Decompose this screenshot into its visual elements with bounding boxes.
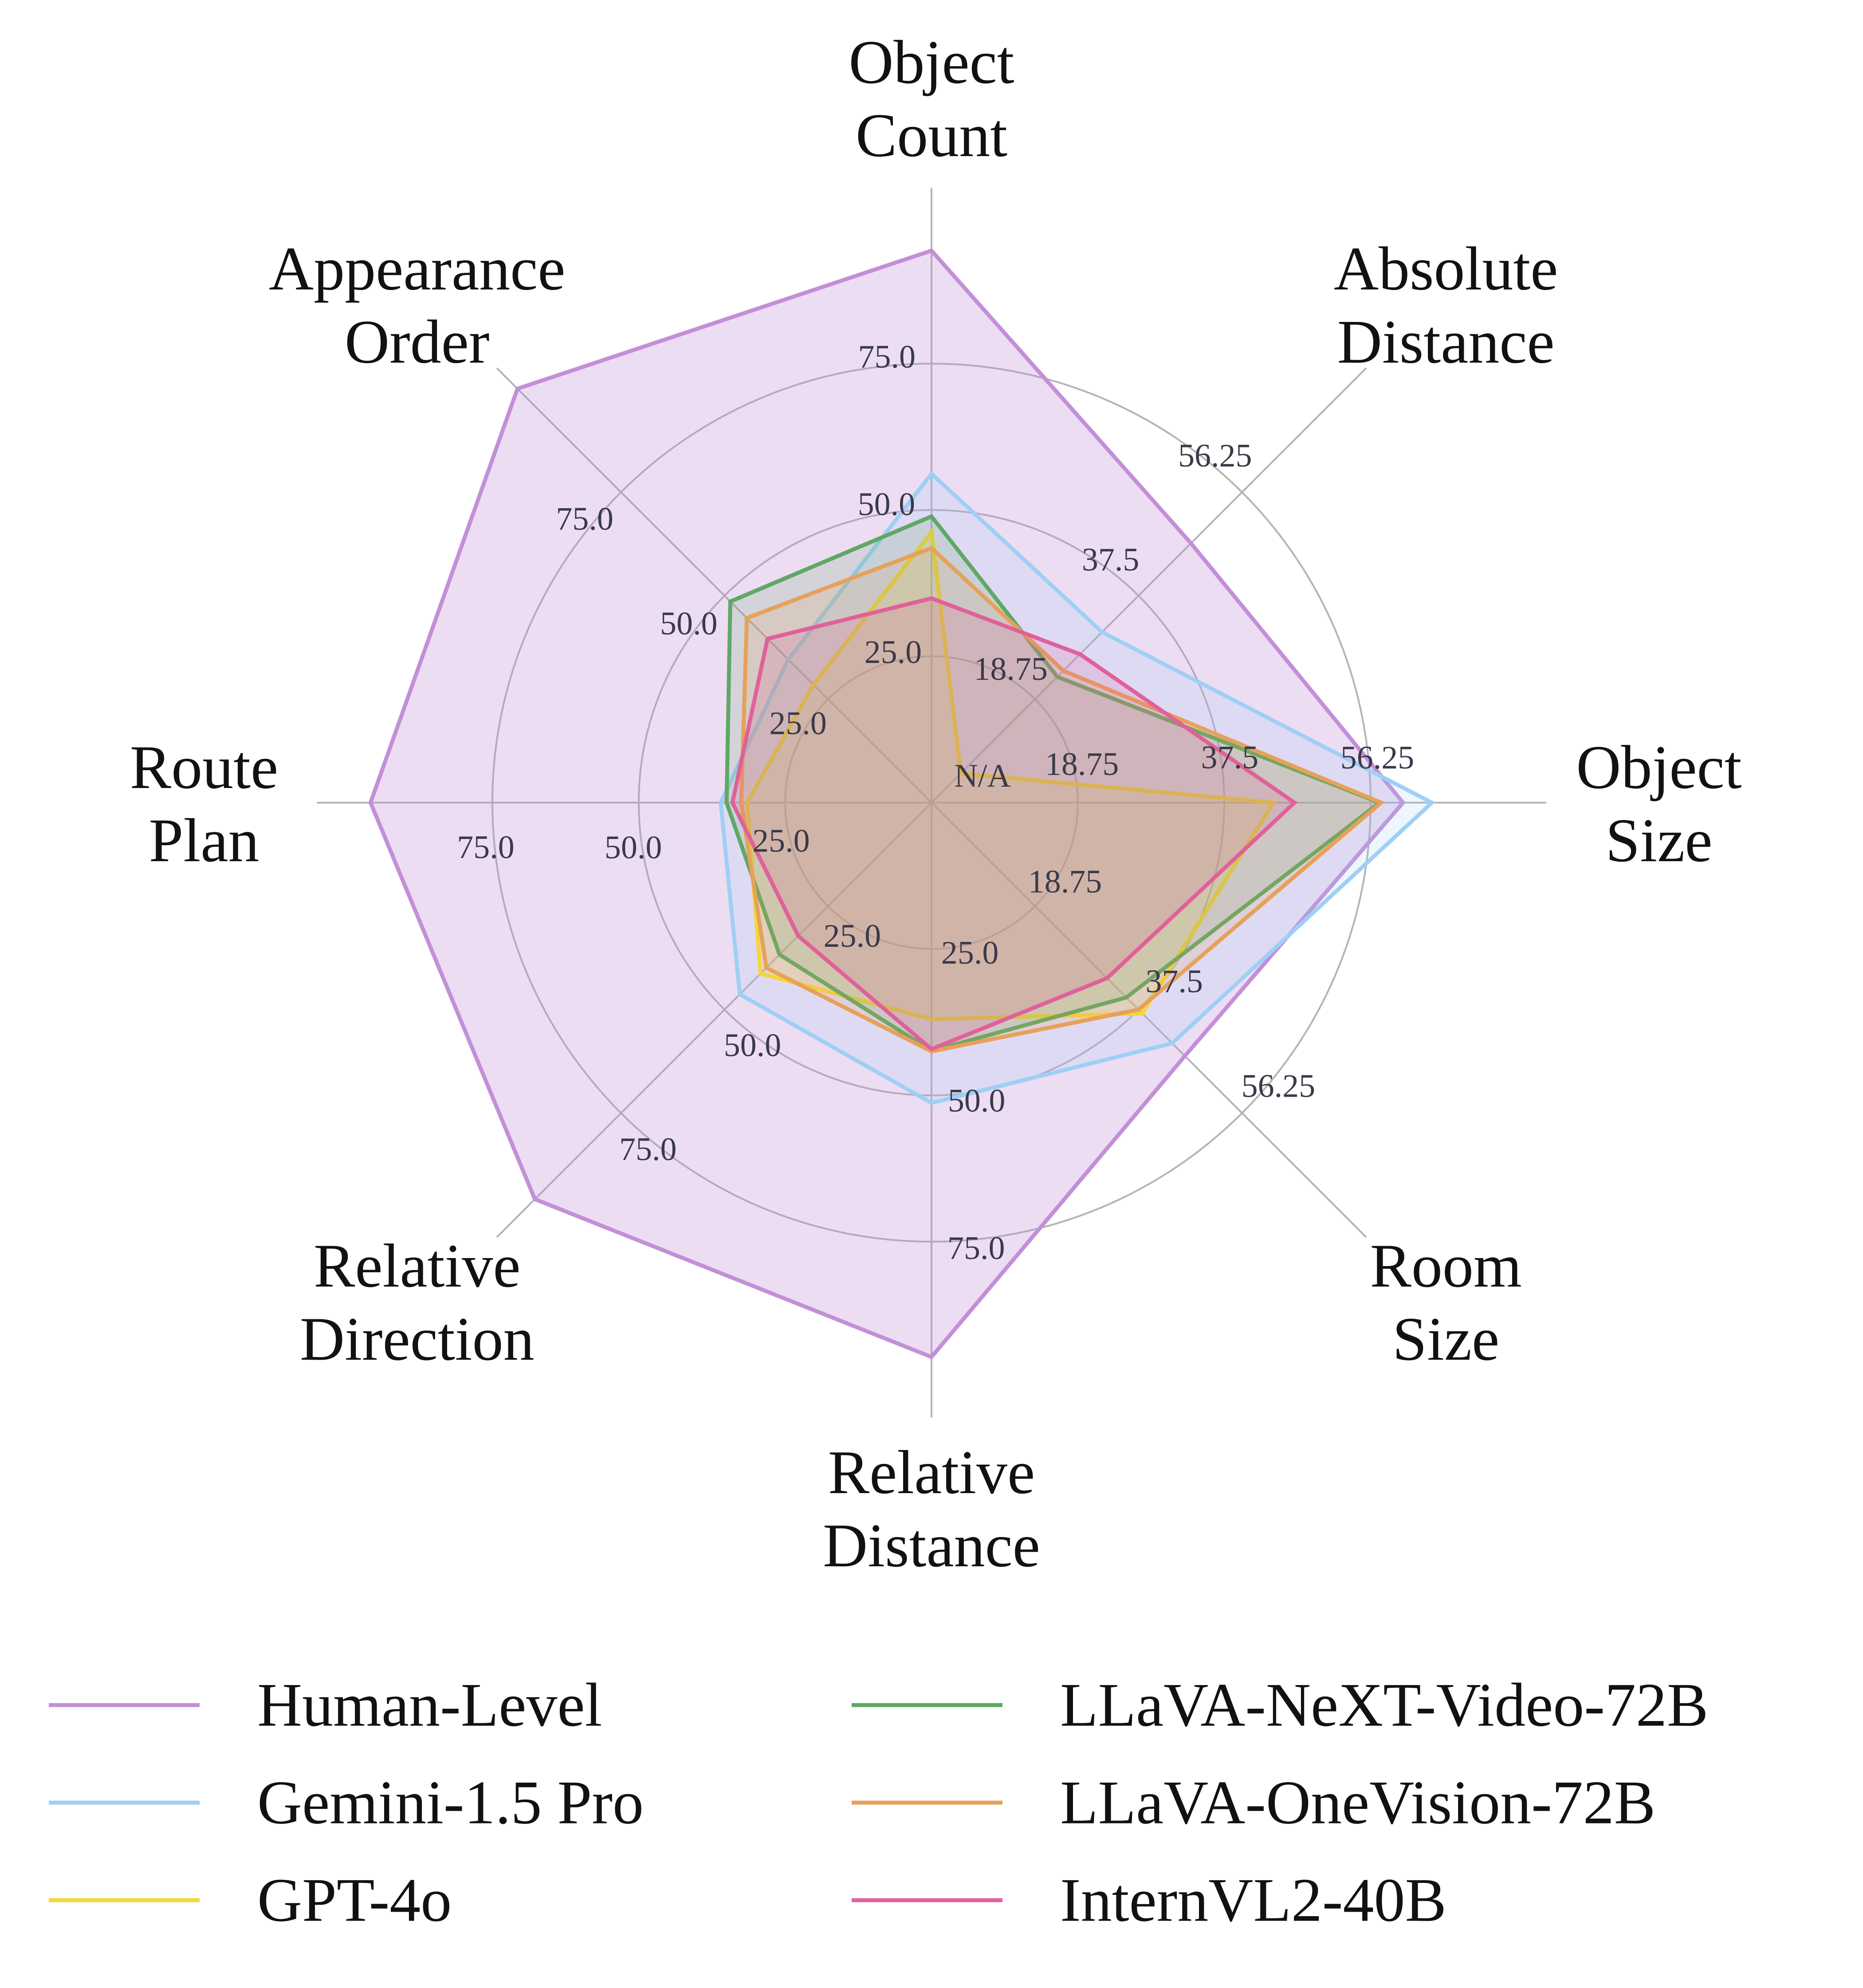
axis-label-line: Direction [300, 1305, 535, 1373]
series-human-level [368, 248, 1406, 1360]
tick-label-route-plan-2: 50.0 [605, 830, 662, 866]
tick-label-object-count-2: 50.0 [858, 486, 916, 523]
axis-label-route-plan: Route Plan [130, 733, 278, 875]
axis-label-object-count: Object Count [849, 28, 1014, 170]
tick-label-absolute-distance-2: 37.5 [1082, 542, 1140, 578]
series-internvl2-40b [730, 596, 1298, 1051]
axis-label-line: Object [1576, 733, 1741, 802]
tick-label-appearance-order-3: 75.0 [556, 501, 613, 537]
axis-spoke-relative-direction [496, 802, 932, 1238]
axis-label-object-size: Object Size [1576, 733, 1741, 875]
series-layer [368, 248, 1435, 1360]
tick-label-object-size-3: 56.25 [1340, 740, 1415, 776]
axis-spoke-appearance-order [496, 367, 932, 804]
legend-label-gpt-4o: GPT-4o [257, 1866, 452, 1935]
axis-label-line: Distance [1337, 307, 1555, 376]
tick-label-route-plan-1: 25.0 [752, 823, 810, 859]
axis-label-line: Order [345, 307, 489, 376]
tick-label-object-count-1: 25.0 [865, 634, 922, 671]
axis-label-line: Count [856, 101, 1007, 170]
axis-label-line: Distance [823, 1511, 1040, 1580]
series-gpt-4o [745, 527, 1277, 1021]
tick-label-appearance-order-2: 50.0 [660, 605, 718, 642]
axis-label-line: Appearance [269, 234, 565, 303]
tick-label-object-size-2: 37.5 [1201, 739, 1259, 776]
tick-label-room-size-3: 56.25 [1242, 1068, 1316, 1104]
legend-label-internvl2-40b: InternVL2-40B [1060, 1866, 1446, 1935]
legend-label-llava-onevision-72b: LLaVA-OneVision-72B [1060, 1768, 1655, 1837]
tick-label-appearance-order-1: 25.0 [769, 705, 827, 741]
axis-label-appearance-order: Appearance Order [269, 234, 565, 376]
axis-label-relative-distance: Relative Distance [823, 1438, 1040, 1580]
tick-label-room-size-1: 18.75 [1028, 864, 1102, 900]
tick-label-relative-distance-1: 25.0 [941, 935, 999, 971]
tick-label-relative-direction-1: 25.0 [824, 918, 881, 954]
axis-label-line: Object [849, 28, 1014, 97]
center-label: N/A [954, 758, 1010, 794]
tick-label-route-plan-3: 75.0 [457, 829, 515, 866]
tick-label-relative-distance-2: 50.0 [948, 1082, 1006, 1119]
axis-label-line: Size [1392, 1305, 1499, 1373]
legend-label-gemini-1-5-pro: Gemini-1.5 Pro [257, 1768, 644, 1837]
axis-label-line: Relative [314, 1231, 520, 1300]
axis-label-line: Absolute [1334, 234, 1558, 303]
legend: Human-Level Gemini-1.5 Pro GPT-4o LLaVA-NeX… [49, 1671, 1708, 1935]
tick-labels: 25.0 50.0 75.0 18.75 37.5 56.25 18.75 37.5 56.25… [457, 339, 1414, 1267]
axis-spoke-room-size [931, 802, 1367, 1238]
axis-label-line: Room [1370, 1231, 1522, 1300]
tick-label-object-count-3: 75.0 [858, 339, 916, 375]
tick-label-relative-distance-3: 75.0 [947, 1230, 1005, 1267]
legend-label-human-level: Human-Level [257, 1671, 602, 1740]
tick-label-room-size-2: 37.5 [1146, 964, 1203, 1000]
axis-label-line: Route [130, 733, 278, 802]
tick-label-relative-direction-3: 75.0 [619, 1131, 677, 1168]
axis-label-line: Size [1605, 806, 1712, 875]
tick-label-object-size-1: 18.75 [1045, 746, 1119, 782]
tick-label-absolute-distance-1: 18.75 [974, 651, 1048, 687]
tick-label-absolute-distance-3: 56.25 [1178, 438, 1252, 474]
axis-label-line: Plan [149, 806, 259, 875]
series-gemini-1-5-pro [719, 471, 1435, 1105]
axis-label-relative-direction: Relative Direction [300, 1231, 535, 1373]
axis-label-room-size: Room Size [1370, 1231, 1522, 1373]
axis-label-absolute-distance: Absolute Distance [1334, 234, 1558, 376]
axis-spoke-absolute-distance [931, 367, 1367, 804]
grid-layer [317, 188, 1546, 1417]
legend-label-llava-next-video-72b: LLaVA-NeXT-Video-72B [1060, 1671, 1708, 1740]
tick-label-relative-direction-2: 50.0 [724, 1027, 782, 1063]
axis-label-line: Relative [828, 1438, 1035, 1507]
